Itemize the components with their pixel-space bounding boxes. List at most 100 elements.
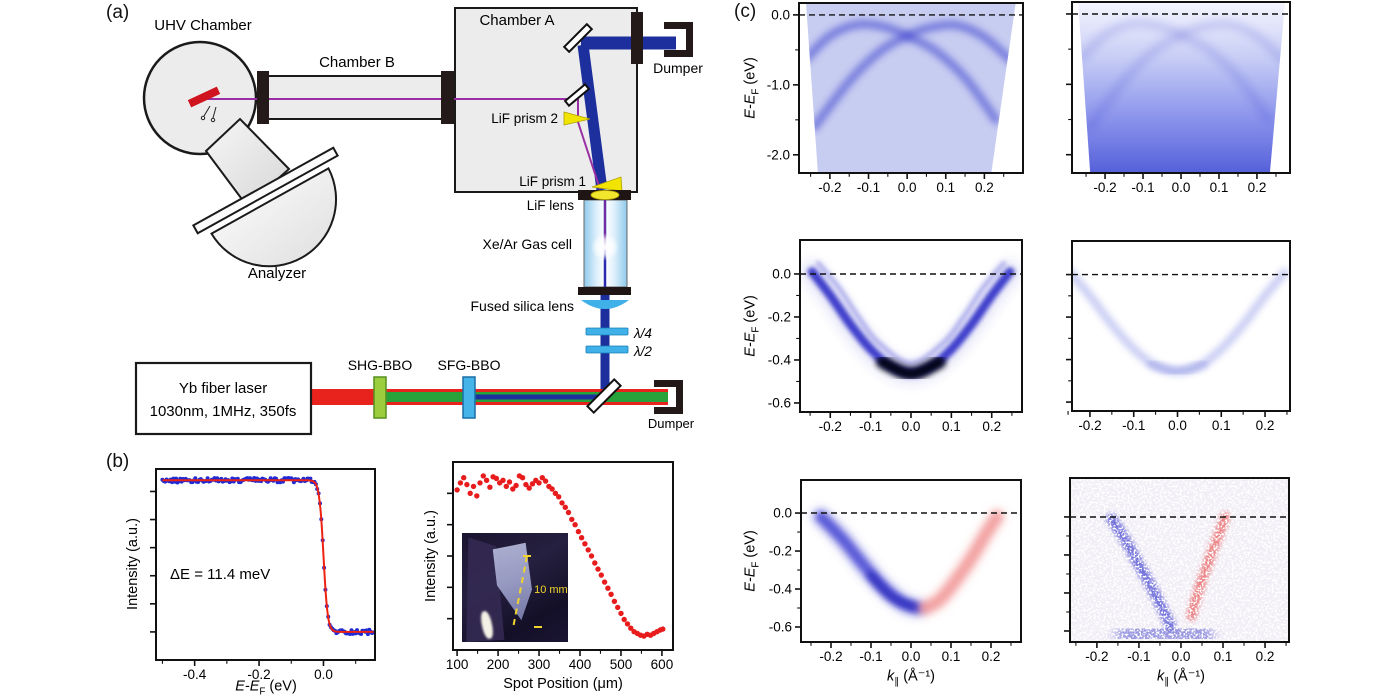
arpes-map-row2-right: -0.2 -0.1 0.0 0.1 0.2: [1066, 240, 1291, 433]
svg-text:-0.4: -0.4: [769, 582, 793, 597]
svg-text:0.1: 0.1: [942, 649, 961, 664]
arpes-map-row2-left: -0.2 -0.1 0.0 0.1 0.2 0.0 -0.2 -0.4 -0.6: [768, 239, 1023, 434]
e-ef-sub: F: [750, 88, 762, 95]
svg-text:0.0: 0.0: [773, 506, 792, 521]
svg-text:0.1: 0.1: [1210, 180, 1229, 195]
k-sub: ∥: [1164, 676, 1170, 688]
svg-text:0.0: 0.0: [771, 7, 790, 22]
b-left-ylabel: Intensity (a.u.): [125, 518, 141, 610]
svg-text:-0.1: -0.1: [1122, 418, 1145, 433]
c-row2-ylabel: E-EF (eV): [743, 295, 762, 357]
dumper-bottom-label: Dumper: [648, 416, 695, 431]
svg-text:0.2: 0.2: [982, 419, 1001, 434]
e-ef-unit: (eV): [742, 57, 759, 89]
inset-scale-cap-bottom: [534, 625, 543, 628]
fermi-edge-plot: -0.4 -0.2 0.0: [150, 468, 376, 682]
panel-b-label: (b): [106, 451, 130, 472]
e-ef-main: E-E: [235, 678, 260, 695]
chamber-a-label: Chamber A: [479, 12, 554, 29]
svg-text:0.0: 0.0: [1168, 418, 1187, 433]
svg-text:0.2: 0.2: [982, 649, 1001, 664]
b-right-xlabel: Spot Position (μm): [503, 676, 623, 692]
gas-cell-bottom-cap: [578, 287, 631, 295]
svg-text:0.2: 0.2: [1256, 649, 1275, 664]
svg-text:-0.6: -0.6: [768, 395, 791, 410]
arpes-map-row3-right: -0.2 -0.1 0.0 0.1 0.2: [1064, 477, 1290, 664]
svg-text:500: 500: [610, 657, 633, 672]
svg-text:0.2: 0.2: [975, 180, 994, 195]
vuv-beam: [207, 98, 601, 190]
flange-right: [441, 71, 454, 124]
c-left-xlabel: k∥ (Å⁻¹): [887, 669, 935, 688]
flange-chamber-a: [631, 12, 643, 64]
blue-beam-slant: [577, 44, 608, 191]
focus-glow: [591, 233, 619, 261]
e-ef-main: E-E: [742, 567, 759, 592]
svg-text:0.0: 0.0: [902, 419, 921, 434]
svg-text:0.1: 0.1: [1212, 418, 1231, 433]
mirror-bottom: [585, 377, 623, 415]
lif-prism2-label: LiF prism 2: [491, 111, 558, 126]
svg-text:0.1: 0.1: [936, 180, 955, 195]
e-ef-sub: F: [259, 686, 266, 698]
dumper-bottom-body: [654, 380, 683, 414]
svg-text:0.0: 0.0: [1172, 649, 1191, 664]
svg-text:0.2: 0.2: [1248, 180, 1267, 195]
lif-lens-label: LiF lens: [527, 198, 575, 213]
e-ef-unit: (eV): [265, 678, 297, 695]
laser-box: [134, 361, 313, 436]
e-ef-sub: F: [750, 326, 762, 333]
svg-text:0.0: 0.0: [902, 649, 921, 664]
svg-text:-0.4: -0.4: [183, 667, 207, 682]
b-right-ylabel: Intensity (a.u.): [423, 510, 439, 602]
svg-text:0.1: 0.1: [1214, 649, 1233, 664]
svg-text:-0.1: -0.1: [859, 649, 882, 664]
svg-text:100: 100: [446, 657, 469, 672]
analyzer-label: Analyzer: [248, 265, 306, 282]
laser-label-1: Yb fiber laser: [179, 380, 267, 397]
svg-text:600: 600: [651, 657, 674, 672]
e-ef-main: E-E: [742, 94, 759, 119]
inset-scale-label: 10 mm: [534, 584, 568, 597]
c-row3-ylabel: E-EF (eV): [743, 530, 762, 592]
shg-bbo-crystal: [373, 376, 387, 419]
svg-text:-0.1: -0.1: [857, 180, 880, 195]
svg-text:0.0: 0.0: [772, 266, 791, 281]
lif-lens-shape: [590, 190, 620, 200]
mirror-vuv: [563, 82, 591, 108]
gas-cell-label: Xe/Ar Gas cell: [483, 236, 572, 252]
resolution-annotation: ΔE = 11.4 meV: [170, 566, 271, 583]
svg-text:-0.2: -0.2: [819, 649, 842, 664]
arpes-map-row3-left: -0.2 -0.1 0.0 0.1 0.2 0.0 -0.2 -0.4 -0.6: [769, 479, 1022, 664]
svg-text:0.0: 0.0: [314, 667, 333, 682]
svg-text:200: 200: [487, 657, 510, 672]
svg-text:-0.2: -0.2: [1085, 649, 1108, 664]
e-ef-main: E-E: [742, 332, 759, 357]
k-main: k: [886, 668, 895, 685]
k-unit: (Å⁻¹): [1169, 668, 1206, 685]
quarter-wave-plate: [585, 327, 629, 336]
half-wave-plate: [585, 345, 629, 354]
inset-scale-cap-top: [523, 554, 532, 557]
svg-text:0.0: 0.0: [898, 180, 917, 195]
analyzer-hemisphere: [210, 167, 338, 268]
mirror-top: [562, 22, 594, 54]
laser-label-2: 1030nm, 1MHz, 350fs: [150, 403, 297, 420]
fused-silica-lens-shape: [581, 300, 629, 309]
lif-prism1-label: LiF prism 1: [519, 174, 586, 189]
lif-prism-2-shape: [563, 111, 591, 126]
half-wave-label: λ/2: [633, 344, 652, 359]
spot-profile-plot: 100 200 300 400 500 600: [446, 461, 674, 672]
chamber-b-tube: [265, 75, 448, 120]
arpes-map-row1-right: -0.2 -0.1 0.0 0.1 0.2: [1066, 1, 1291, 195]
svg-text:-0.2: -0.2: [819, 419, 842, 434]
chamber-b-label: Chamber B: [319, 54, 395, 71]
k-main: k: [1156, 668, 1165, 685]
svg-text:-0.2: -0.2: [768, 309, 791, 324]
svg-text:-0.6: -0.6: [769, 619, 792, 634]
b-left-xlabel: E-EF (eV): [235, 679, 297, 698]
svg-text:-0.1: -0.1: [1131, 180, 1154, 195]
sfg-beam: [470, 394, 603, 400]
flange-left: [257, 71, 269, 124]
svg-text:0.2: 0.2: [1256, 418, 1275, 433]
